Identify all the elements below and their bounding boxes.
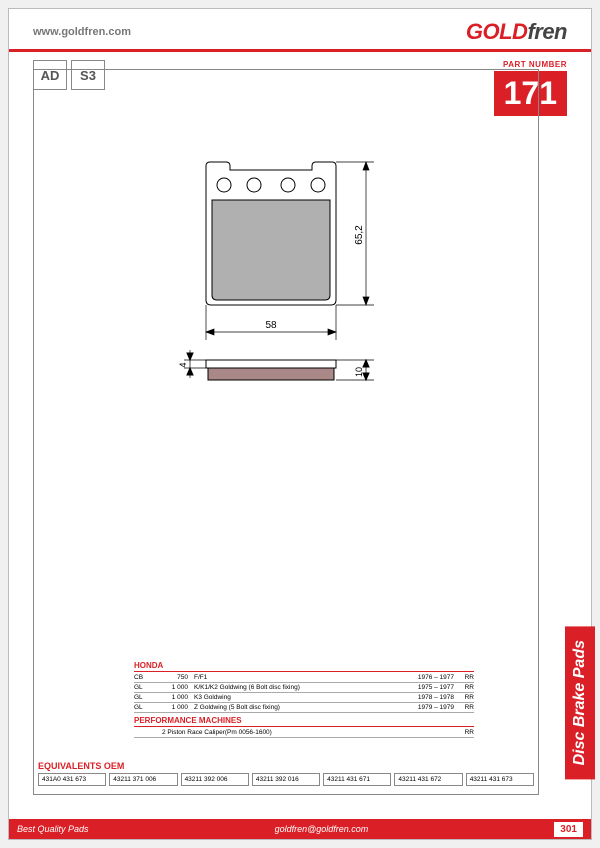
oem-equivalents: EQUIVALENTS OEM 431A0 431 67343211 371 0… xyxy=(34,761,538,790)
fitment-brand-title: HONDA xyxy=(134,661,474,672)
header: www.goldfren.com GOLDfren xyxy=(9,9,591,52)
fit-model: GL xyxy=(134,684,154,691)
dim-plate: 4 xyxy=(178,362,188,367)
part-number-label: PART NUMBER xyxy=(494,60,567,69)
fit-desc: Z Goldwing (5 Bolt disc fixing) xyxy=(194,704,393,711)
fit-years: 1979 – 1979 xyxy=(399,704,454,711)
dim-thick: 10 xyxy=(354,367,364,377)
fit-years: 1976 – 1977 xyxy=(399,674,454,681)
technical-drawing: 58 65,2 xyxy=(34,160,538,450)
fitment-row: GL 1 000 K3 Goldwing 1978 – 1978 RR xyxy=(134,693,474,703)
fit-cc: 1 000 xyxy=(160,704,188,711)
content-frame: 58 65,2 xyxy=(33,69,539,795)
oem-code: 431A0 431 673 xyxy=(38,773,106,786)
fit-pos: RR xyxy=(460,684,474,691)
fit-desc: 2 Piston Race Caliper(Pm 0056-1600) xyxy=(134,729,454,736)
fitment-row: CB 750 F/F1 1976 – 1977 RR xyxy=(134,673,474,683)
category-side-tab: Disc Brake Pads xyxy=(565,626,595,779)
fit-desc: K/K1/K2 Goldwing (6 Bolt disc fixing) xyxy=(194,684,393,691)
fit-desc: K3 Goldwing xyxy=(194,694,393,701)
oem-code: 43211 431 672 xyxy=(394,773,462,786)
catalog-page: www.goldfren.com GOLDfren AD S3 PART NUM… xyxy=(8,8,592,840)
fit-pos: RR xyxy=(460,729,474,736)
fit-pos: RR xyxy=(460,704,474,711)
dim-height: 65,2 xyxy=(354,225,365,245)
fitment-row: GL 1 000 K/K1/K2 Goldwing (6 Bolt disc f… xyxy=(134,683,474,693)
logo-part-2: fren xyxy=(527,19,567,44)
fit-desc: F/F1 xyxy=(194,674,393,681)
fit-years: 1975 – 1977 xyxy=(399,684,454,691)
fitment-row: 2 Piston Race Caliper(Pm 0056-1600) RR xyxy=(134,728,474,738)
oem-title: EQUIVALENTS OEM xyxy=(38,761,534,771)
oem-code: 43211 392 006 xyxy=(181,773,249,786)
footer: Best Quality Pads goldfren@goldfren.com … xyxy=(9,819,591,839)
fit-cc: 1 000 xyxy=(160,684,188,691)
oem-code: 43211 431 673 xyxy=(466,773,534,786)
fit-model: GL xyxy=(134,694,154,701)
fit-cc: 750 xyxy=(160,674,188,681)
footer-email: goldfren@goldfren.com xyxy=(275,824,369,834)
footer-tagline: Best Quality Pads xyxy=(17,824,89,834)
logo-part-1: GOLD xyxy=(466,19,528,44)
fitment-row: GL 1 000 Z Goldwing (5 Bolt disc fixing)… xyxy=(134,703,474,713)
fit-pos: RR xyxy=(460,674,474,681)
fitment-brand-title: PERFORMANCE MACHINES xyxy=(134,716,474,727)
page-number: 301 xyxy=(554,822,583,837)
dim-width: 58 xyxy=(265,320,277,331)
fit-model: GL xyxy=(134,704,154,711)
fit-model: CB xyxy=(134,674,154,681)
brand-logo: GOLDfren xyxy=(466,19,567,45)
fit-cc: 1 000 xyxy=(160,694,188,701)
fit-years: 1978 – 1978 xyxy=(399,694,454,701)
fit-pos: RR xyxy=(460,694,474,701)
website-url: www.goldfren.com xyxy=(33,26,131,38)
oem-code: 43211 431 671 xyxy=(323,773,391,786)
oem-code: 43211 392 016 xyxy=(252,773,320,786)
fitment-tables: HONDA CB 750 F/F1 1976 – 1977 RRGL 1 000… xyxy=(134,661,474,738)
oem-code: 43211 371 006 xyxy=(109,773,177,786)
